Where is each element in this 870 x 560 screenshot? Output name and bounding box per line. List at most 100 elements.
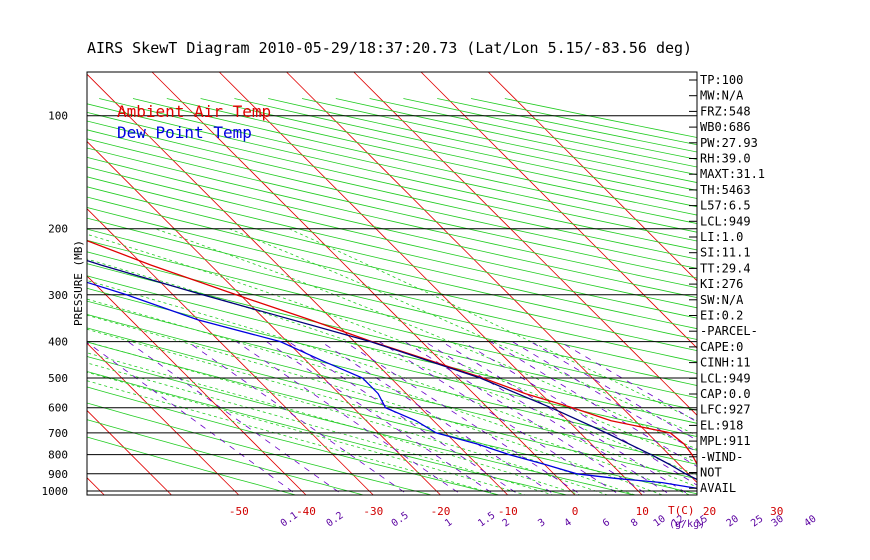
dry-adiabat-line <box>87 196 697 340</box>
mixing-ratio-tick-label: 2 <box>501 517 512 529</box>
dry-adiabat-line <box>87 176 697 319</box>
stability-index-label: TP:100 <box>700 73 743 87</box>
moist-adiabat-line <box>87 328 637 495</box>
moist-adiabat-line <box>87 298 691 495</box>
dry-adiabat-line <box>87 239 697 386</box>
moist-adiabat-line <box>87 280 697 488</box>
mixing-ratio-line <box>559 341 697 423</box>
stability-index-label: EI:0.2 <box>700 309 743 323</box>
mixing-ratio-line <box>379 341 621 495</box>
dry-adiabat-line <box>87 228 697 375</box>
dry-adiabat-line <box>87 313 697 465</box>
temperature-unit-label: T(C) <box>668 504 695 517</box>
pressure-tick-label: 100 <box>48 110 68 123</box>
stability-index-label: NOT <box>700 466 722 480</box>
pressure-tick-label: 700 <box>48 427 68 440</box>
dry-adiabat-line <box>87 402 433 495</box>
mixing-ratio-tick-label: 0.5 <box>390 510 411 529</box>
mixing-ratio-line <box>512 341 697 453</box>
stability-index-label: MPL:911 <box>700 434 751 448</box>
dry-adiabat-line <box>87 356 637 495</box>
stability-index-label: LCL:949 <box>700 214 751 228</box>
stability-index-label: KI:276 <box>700 277 743 291</box>
bottom-temp-tick-label: -20 <box>431 505 451 518</box>
pressure-tick-label: 200 <box>48 223 68 236</box>
chart-title: AIRS SkewT Diagram 2010-05-29/18:37:20.7… <box>87 39 692 57</box>
pressure-tick-label: 500 <box>48 372 68 385</box>
moist-adiabat-line <box>87 314 664 495</box>
series-ambient-air-temp-line <box>87 239 697 467</box>
pressure-tick-label: 1000 <box>42 485 69 498</box>
y-axis-label: PRESSURE (MB) <box>72 240 85 326</box>
stability-index-label: SW:N/A <box>700 293 744 307</box>
isotherm-line <box>353 72 697 416</box>
stability-index-label: CINH:11 <box>700 356 751 370</box>
dry-adiabat-line <box>87 300 697 451</box>
mixing-ratio-line <box>127 341 344 495</box>
dry-adiabat-line <box>87 186 697 330</box>
mixing-ratio-line <box>530 341 697 441</box>
stability-index-label: CAPE:0 <box>700 340 743 354</box>
pressure-axis: 100 200 300 400 500 600 700 800 900 1000 <box>42 110 69 498</box>
stability-index-label: WB0:686 <box>700 120 751 134</box>
bottom-temp-axis: -50 -40 -30 -20 -10 0 10 20 30 <box>229 505 784 518</box>
dry-adiabat-line <box>87 166 697 309</box>
pressure-tick-label: 900 <box>48 468 68 481</box>
isotherm-line <box>87 275 307 495</box>
stability-index-label: PW:27.93 <box>700 136 758 150</box>
isotherm-line <box>87 409 172 495</box>
mixing-ratio-tick-label: 6 <box>601 517 612 529</box>
mixing-ratio-tick-label: 25 <box>749 514 765 530</box>
moist-adiabat-line <box>228 228 697 436</box>
stability-index-label: TH:5463 <box>700 183 751 197</box>
dry-adiabat-line <box>87 371 569 495</box>
pressure-gridlines <box>87 115 697 492</box>
moist-adiabat-line <box>87 371 527 495</box>
dry-adiabat-line <box>87 275 697 424</box>
moist-adiabat-line <box>87 352 582 495</box>
dry-adiabat-line <box>470 98 697 146</box>
dry-adiabat-line <box>87 251 697 399</box>
dry-adiabat-line <box>87 217 697 363</box>
isotherm-line <box>151 72 576 495</box>
mixing-ratio-line <box>344 341 583 495</box>
pressure-tick-label: 800 <box>48 449 68 462</box>
bottom-temp-tick-label: 20 <box>703 505 716 518</box>
moist-adiabat-line <box>87 258 697 476</box>
stability-index-label: AVAIL <box>700 481 736 495</box>
dry-adiabat-line <box>403 98 697 160</box>
series-dew-point-temp-line <box>87 281 697 489</box>
bottom-temp-tick-label: 0 <box>572 505 579 518</box>
mixing-ratio-tick-label: 8 <box>629 517 640 529</box>
series-parcel-line <box>87 259 697 481</box>
mixing-ratio-tick-label: 4 <box>563 517 574 529</box>
dry-adiabat-line <box>87 147 697 289</box>
mixing-ratio-line <box>288 341 521 495</box>
stability-index-label: LCL:949 <box>700 371 751 385</box>
stability-index-label: LFC:927 <box>700 403 751 417</box>
mixing-ratio-unit-label: (g/kg) <box>669 519 705 530</box>
isotherm-line <box>420 72 697 349</box>
stability-index-label: SI:11.1 <box>700 246 751 260</box>
dry-adiabat-line <box>200 98 697 208</box>
pressure-tick-label: 400 <box>48 336 68 349</box>
mixing-ratio-line <box>404 341 650 495</box>
isotherm-line <box>0 72 37 495</box>
dry-adiabat-line <box>87 341 697 495</box>
stability-index-label: TT:29.4 <box>700 261 751 275</box>
stability-index-label: CAP:0.0 <box>700 387 751 401</box>
dry-adiabat-line <box>87 263 697 411</box>
stability-index-label: RH:39.0 <box>700 152 751 166</box>
legend-ambient-air-temp: Ambient Air Temp <box>117 102 271 121</box>
moist-adiabat-line <box>154 228 697 450</box>
pressure-tick-label: 600 <box>48 402 68 415</box>
dry-adiabat-line <box>87 138 697 279</box>
mixing-ratio-line <box>441 341 691 495</box>
mixing-ratio-tick-label: 10 <box>652 514 668 530</box>
stability-index-label: L57:6.5 <box>700 199 751 213</box>
mixing-ratio-line <box>87 341 298 495</box>
mixing-ratio-line <box>424 341 672 495</box>
legend-dew-point-temp: Dew Point Temp <box>117 123 252 142</box>
isotherm-line <box>87 73 509 495</box>
mixing-ratio-tick-label: 40 <box>802 514 818 530</box>
